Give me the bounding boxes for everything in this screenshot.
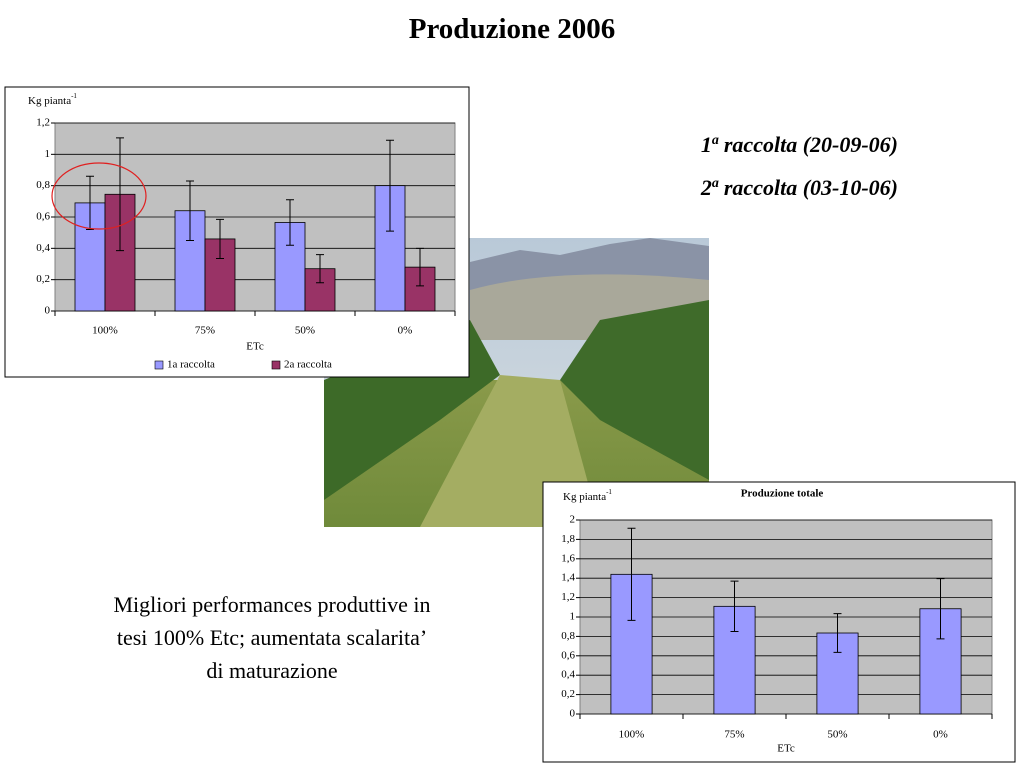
harvest-text: raccolta (20-09-06): [724, 132, 898, 157]
harvest-note: 2a raccolta (03-10-06): [700, 175, 898, 200]
legend-label: 1a raccolta: [167, 359, 215, 371]
y-axis-label-sup: -1: [606, 488, 612, 496]
y-tick-label: 1,4: [561, 572, 575, 584]
error-bar: [186, 180, 194, 241]
y-tick-label: 0,4: [36, 242, 50, 254]
y-tick-label: 1,2: [561, 591, 575, 603]
y-tick-label: 1: [45, 148, 51, 160]
y-tick-label: 1,6: [561, 552, 575, 564]
y-axis-label-text: Kg pianta: [28, 95, 71, 107]
y-tick-label: 0,4: [561, 669, 575, 681]
harvest-notes: 1a raccolta (20-09-06)2a raccolta (03-10-0…: [700, 132, 898, 200]
error-bar: [627, 527, 636, 621]
y-tick-label: 0: [45, 305, 51, 317]
error-bar: [216, 218, 224, 260]
caption: Migliori performances produttive in tesi…: [113, 592, 430, 683]
y-tick-label: 0,2: [36, 273, 50, 285]
highlight-ellipse: [51, 162, 147, 230]
caption-line: tesi 100% Etc; aumentata scalarita’: [117, 625, 427, 650]
error-bar: [936, 578, 945, 640]
error-bar: [86, 175, 94, 231]
x-axis-label: ETc: [777, 743, 795, 755]
y-tick-label: 0: [570, 708, 576, 720]
slide-title: Produzione 2006: [409, 13, 616, 45]
harvest-note: 1a raccolta (20-09-06): [701, 132, 898, 157]
y-tick-label: 0,8: [561, 630, 575, 642]
y-tick-label: 1,2: [36, 117, 50, 129]
x-tick-label: 50%: [295, 325, 315, 337]
error-bar: [286, 199, 294, 246]
y-tick-label: 1,8: [561, 533, 575, 545]
harvest-sup: a: [712, 176, 719, 191]
y-tick-label: 0,2: [561, 688, 575, 700]
y-tick-label: 1: [570, 611, 576, 623]
harvest-number: 2: [700, 175, 712, 200]
chart: 0 0,2 0,4 0,6 0,8 1 1,2 100% 75% 50% 0% 1a raccolta…: [4, 86, 470, 378]
error-bar: [730, 580, 739, 633]
y-tick-label: 0,8: [36, 179, 50, 191]
y-tick-label: 0,6: [36, 211, 50, 223]
harvest-text: raccolta (03-10-06): [724, 175, 898, 200]
chart-title: Produzione totale: [741, 488, 824, 500]
legend-swatch: [154, 360, 164, 370]
x-tick-label: 75%: [195, 325, 215, 337]
x-tick-label: 100%: [619, 729, 645, 741]
legend-label: 2a raccolta: [284, 359, 332, 371]
y-tick-label: 2: [570, 514, 576, 526]
x-tick-label: 0%: [933, 729, 948, 741]
x-tick-label: 50%: [827, 729, 847, 741]
legend-swatch: [271, 360, 281, 370]
y-axis-label-text: Kg pianta: [563, 491, 606, 503]
y-axis-label-sup: -1: [71, 92, 77, 100]
x-tick-label: 100%: [92, 325, 118, 337]
error-bar: [416, 247, 424, 287]
x-axis-label: ETc: [246, 341, 264, 353]
error-bar: [316, 254, 324, 284]
x-tick-label: 0%: [398, 325, 413, 337]
error-bar: [386, 139, 394, 232]
caption-line: Migliori performances produttive in: [113, 592, 430, 617]
error-bar: [116, 137, 124, 252]
harvest-sup: a: [712, 133, 719, 148]
y-tick-label: 0,6: [561, 649, 575, 661]
y-axis-label: Kg pianta-1: [28, 92, 77, 107]
harvest-number: 1: [701, 132, 712, 157]
x-tick-label: 75%: [724, 729, 744, 741]
caption-line: di maturazione: [206, 658, 337, 683]
chart: 0 0,2 0,4 0,6 0,8 1 1,2 1,4 1,6 1,8 2 100% 75% 50% 0% E…: [542, 481, 1016, 763]
y-axis-label: Kg pianta-1: [563, 488, 612, 503]
error-bar: [833, 613, 842, 653]
